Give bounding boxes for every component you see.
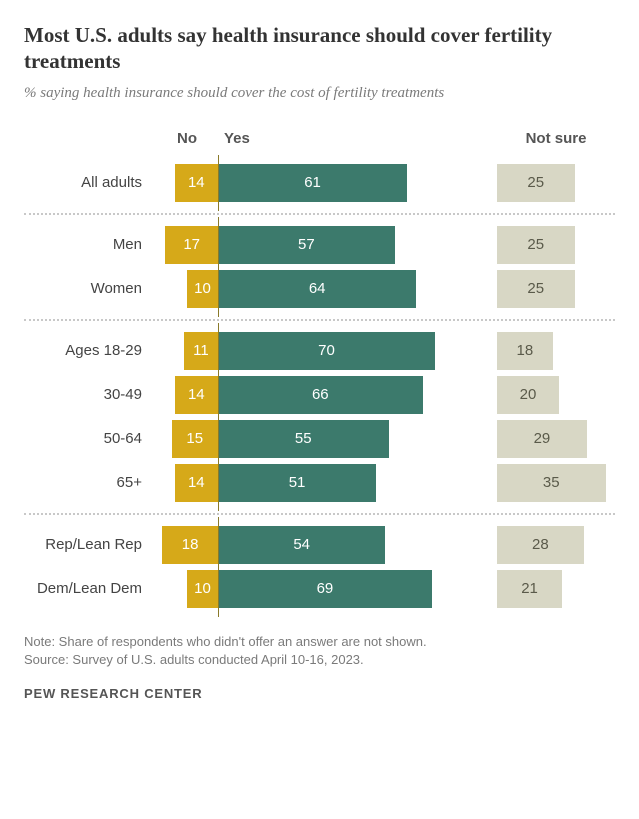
bars-area: 1757 25 <box>156 226 615 264</box>
data-row: 65+ 1451 35 <box>24 461 615 505</box>
notsure-bar: 25 <box>497 226 575 264</box>
data-row: Dem/Lean Dem 1069 21 <box>24 567 615 611</box>
chart-note: Note: Share of respondents who didn't of… <box>24 633 615 671</box>
bars-area: 1451 35 <box>156 464 615 502</box>
column-headers: No Yes Not sure <box>24 130 615 147</box>
yes-bar: 61 <box>218 164 407 202</box>
row-label: Dem/Lean Dem <box>24 580 156 597</box>
yes-bar: 55 <box>218 420 389 458</box>
row-label: Men <box>24 236 156 253</box>
notsure-bar: 28 <box>497 526 584 564</box>
axis-line <box>218 217 219 317</box>
row-label: 65+ <box>24 474 156 491</box>
bars-area: 1064 25 <box>156 270 615 308</box>
row-label: All adults <box>24 174 156 191</box>
axis-line <box>218 517 219 617</box>
no-bar: 14 <box>175 376 218 414</box>
data-row: 50-64 1555 29 <box>24 417 615 461</box>
row-label: Rep/Lean Rep <box>24 536 156 553</box>
bars-area: 1461 25 <box>156 164 615 202</box>
row-group: All adults 1461 25 <box>24 155 615 211</box>
bars-area: 1170 18 <box>156 332 615 370</box>
note-line: Note: Share of respondents who didn't of… <box>24 633 615 652</box>
row-label: 50-64 <box>24 430 156 447</box>
data-row: All adults 1461 25 <box>24 161 615 205</box>
chart-subtitle: % saying health insurance should cover t… <box>24 85 615 102</box>
yes-bar: 64 <box>218 270 416 308</box>
yes-bar: 70 <box>218 332 435 370</box>
notsure-bar: 25 <box>497 270 575 308</box>
notsure-bar: 18 <box>497 332 553 370</box>
no-bar: 10 <box>187 270 218 308</box>
notsure-bar: 35 <box>497 464 606 502</box>
notsure-bar: 29 <box>497 420 587 458</box>
no-bar: 15 <box>172 420 219 458</box>
data-row: Women 1064 25 <box>24 267 615 311</box>
data-row: 30-49 1466 20 <box>24 373 615 417</box>
bars-area: 1466 20 <box>156 376 615 414</box>
yes-bar: 57 <box>218 226 395 264</box>
header-notsure: Not sure <box>497 130 615 147</box>
yes-bar: 51 <box>218 464 376 502</box>
bars-area: 1069 21 <box>156 570 615 608</box>
group-divider <box>24 213 615 215</box>
no-bar: 14 <box>175 464 218 502</box>
yes-bar: 66 <box>218 376 423 414</box>
yes-bar: 54 <box>218 526 385 564</box>
yes-bar: 69 <box>218 570 432 608</box>
no-bar: 11 <box>184 332 218 370</box>
chart-title: Most U.S. adults say health insurance sh… <box>24 22 615 75</box>
row-group: Men 1757 25 Women 1064 25 <box>24 217 615 317</box>
data-row: Ages 18-29 1170 18 <box>24 329 615 373</box>
bars-area: 1854 28 <box>156 526 615 564</box>
no-bar: 18 <box>162 526 218 564</box>
row-label: 30-49 <box>24 386 156 403</box>
row-label: Women <box>24 280 156 297</box>
group-divider <box>24 513 615 515</box>
axis-line <box>218 155 219 211</box>
data-row: Men 1757 25 <box>24 223 615 267</box>
chart-area: No Yes Not sure All adults146125Men17572… <box>24 130 615 617</box>
row-group: Ages 18-2911701830-4914662050-6415552965… <box>24 323 615 511</box>
header-no: No <box>156 130 218 147</box>
notsure-bar: 25 <box>497 164 575 202</box>
source-line: Source: Survey of U.S. adults conducted … <box>24 651 615 670</box>
row-group: Rep/Lean Rep 1854 28 Dem/Lean Dem 1069 21 <box>24 517 615 617</box>
header-yes: Yes <box>218 130 497 147</box>
chart-body: All adults146125Men175725Women106425Ages… <box>24 155 615 617</box>
row-label: Ages 18-29 <box>24 342 156 359</box>
notsure-bar: 21 <box>497 570 562 608</box>
group-divider <box>24 319 615 321</box>
no-bar: 10 <box>187 570 218 608</box>
notsure-bar: 20 <box>497 376 559 414</box>
axis-line <box>218 323 219 511</box>
attribution: PEW RESEARCH CENTER <box>24 686 615 701</box>
no-bar: 17 <box>165 226 218 264</box>
no-bar: 14 <box>175 164 218 202</box>
bars-area: 1555 29 <box>156 420 615 458</box>
data-row: Rep/Lean Rep 1854 28 <box>24 523 615 567</box>
